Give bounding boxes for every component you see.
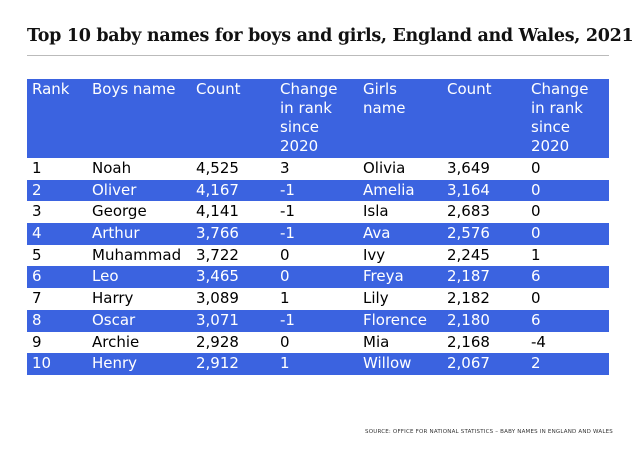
header-cell: Girls name xyxy=(363,80,406,117)
table-cell: 0 xyxy=(280,245,290,264)
table-cell: 0 xyxy=(531,224,541,243)
title: Top 10 baby names for boys and girls, En… xyxy=(27,26,634,46)
table-cell: -1 xyxy=(280,180,295,199)
table-cell: Arthur xyxy=(92,224,140,243)
table-row: 4 Arthur 3,766 -1 Ava 2,576 0 xyxy=(27,223,609,245)
table-cell: 3 xyxy=(32,202,42,221)
table-cell: 0 xyxy=(531,159,541,177)
table-cell: 2,245 xyxy=(447,245,490,264)
table-cell: George xyxy=(92,202,147,221)
table-cell: 4,141 xyxy=(196,202,239,221)
table-cell: 9 xyxy=(32,332,42,351)
table-cell: 4 xyxy=(32,224,42,243)
header-cell: Change in rank since 2020 xyxy=(280,80,338,155)
table-cell: 1 xyxy=(32,159,42,177)
table-cell: Olivia xyxy=(363,159,406,177)
table-cell: Noah xyxy=(92,159,132,177)
table-cell: 2,912 xyxy=(196,354,239,373)
header-cell: Count xyxy=(447,80,492,98)
table-cell: Ava xyxy=(363,224,391,243)
table-cell: 5 xyxy=(32,245,42,264)
table-cell: -4 xyxy=(531,332,546,351)
table-cell: Archie xyxy=(92,332,140,351)
table-cell: 4,525 xyxy=(196,159,239,177)
table-cell: Lily xyxy=(363,289,389,308)
table-cell: 6 xyxy=(32,267,42,286)
table-cell: 4,167 xyxy=(196,180,239,199)
table-cell: 0 xyxy=(280,267,290,286)
table-cell: -1 xyxy=(280,202,295,221)
table-cell: Florence xyxy=(363,310,428,329)
table-cell: 2 xyxy=(531,354,541,373)
table-cell: 0 xyxy=(531,202,541,221)
table-row: 7 Harry 3,089 1 Lily 2,182 0 xyxy=(27,288,609,310)
table-cell: 6 xyxy=(531,310,541,329)
header-cell: Change in rank since 2020 xyxy=(531,80,589,155)
table-cell: 6 xyxy=(531,267,541,286)
table-row: 1 Noah 4,525 3 Olivia 3,649 0 xyxy=(27,158,609,180)
table-cell: 2,067 xyxy=(447,354,490,373)
source: SOURCE: OFFICE FOR NATIONAL STATISTICS –… xyxy=(365,429,613,435)
table-cell: 2,182 xyxy=(447,289,490,308)
table-cell: 8 xyxy=(32,310,42,329)
table-cell: Mia xyxy=(363,332,390,351)
table-cell: 3,766 xyxy=(196,224,239,243)
table-cell: 3,164 xyxy=(447,180,490,199)
table-cell: 10 xyxy=(32,354,52,373)
table-cell: 3,071 xyxy=(196,310,239,329)
table-cell: 3,649 xyxy=(447,159,490,177)
table-cell: 1 xyxy=(531,245,541,264)
header-cell: Boys name xyxy=(92,80,176,98)
divider xyxy=(27,55,609,56)
table-cell: Amelia xyxy=(363,180,415,199)
header-cell: Rank xyxy=(32,80,70,98)
table-row: 3 George 4,141 -1 Isla 2,683 0 xyxy=(27,201,609,223)
table-cell: 7 xyxy=(32,289,42,308)
table-cell: 2,187 xyxy=(447,267,490,286)
table-cell: 0 xyxy=(531,180,541,199)
table-cell: Ivy xyxy=(363,245,386,264)
table-cell: 2,576 xyxy=(447,224,490,243)
table-cell: Muhammad xyxy=(92,245,182,264)
table-cell: Freya xyxy=(363,267,404,286)
table-cell: Oscar xyxy=(92,310,136,329)
table-cell: 2,683 xyxy=(447,202,490,221)
table-row: 9 Archie 2,928 0 Mia 2,168 -4 xyxy=(27,332,609,354)
table-row: 8 Oscar 3,071 -1 Florence 2,180 6 xyxy=(27,309,609,332)
table-cell: 0 xyxy=(280,332,290,351)
table-cell: -1 xyxy=(280,310,295,329)
table-cell: 3,465 xyxy=(196,267,239,286)
table-cell: 1 xyxy=(280,354,290,373)
header-cell: Count xyxy=(196,80,241,98)
table-cell: 0 xyxy=(531,289,541,308)
table-cell: Henry xyxy=(92,354,138,373)
table-cell: 3 xyxy=(280,159,290,177)
table-cell: 3,722 xyxy=(196,245,239,264)
table-cell: Isla xyxy=(363,202,389,221)
table-cell: 2,168 xyxy=(447,332,490,351)
table: Rank Boys name Count Change in rank since 2… xyxy=(27,79,609,375)
table-cell: Harry xyxy=(92,289,134,308)
table-cell: Oliver xyxy=(92,180,137,199)
table-cell: Leo xyxy=(92,267,119,286)
table-cell: 1 xyxy=(280,289,290,308)
table-cell: 2,928 xyxy=(196,332,239,351)
table-row: 6 Leo 3,465 0 Freya 2,187 6 xyxy=(27,266,609,289)
table-cell: -1 xyxy=(280,224,295,243)
header-row: Rank Boys name Count Change in rank since 2… xyxy=(27,79,609,158)
table-cell: 2,180 xyxy=(447,310,490,329)
table-row: 5 Muhammad 3,722 0 Ivy 2,245 1 xyxy=(27,245,609,267)
table-row: 10 Henry 2,912 1 Willow 2,067 2 xyxy=(27,353,609,375)
table-cell: 2 xyxy=(32,180,42,199)
table-cell: Willow xyxy=(363,354,412,373)
table-row: 2 Oliver 4,167 -1 Amelia 3,164 0 xyxy=(27,179,609,202)
table-cell: 3,089 xyxy=(196,289,239,308)
